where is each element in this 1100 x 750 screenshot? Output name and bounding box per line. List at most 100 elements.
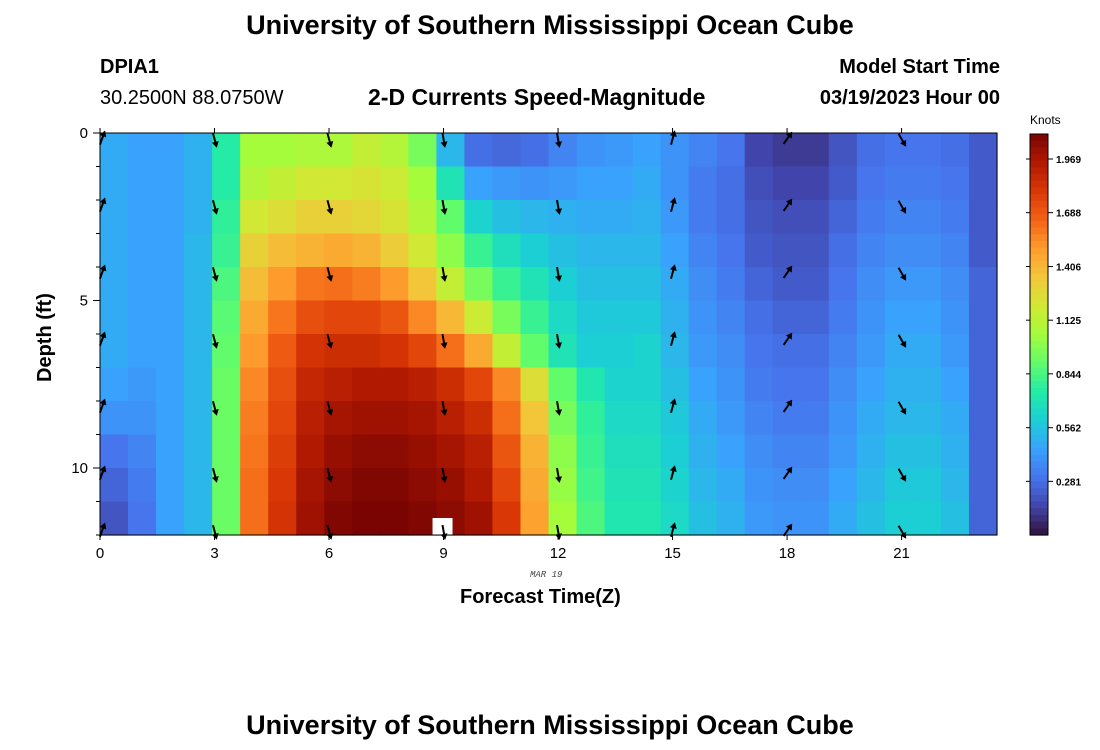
- heatmap-cell: [912, 133, 942, 168]
- heatmap-cell: [632, 367, 662, 402]
- heatmap-cell: [940, 434, 970, 469]
- heatmap-cell: [268, 267, 297, 302]
- y-tick-label: 0: [80, 125, 88, 142]
- x-tick-label: 6: [325, 545, 333, 562]
- vector-arrowhead: [785, 466, 793, 474]
- heatmap-cell: [660, 267, 690, 302]
- heatmap-cell: [688, 200, 718, 235]
- colorbar-segment: [1030, 134, 1048, 142]
- heatmap-cell: [856, 401, 886, 436]
- heatmap-cell: [968, 300, 998, 335]
- vector-arrowhead: [211, 533, 219, 540]
- colorbar-segment: [1030, 254, 1048, 262]
- heatmap-cell: [772, 300, 802, 335]
- heatmap-cell: [716, 300, 746, 335]
- heatmap-cell: [744, 133, 774, 168]
- vector-arrowhead: [669, 465, 677, 472]
- heatmap-cell: [968, 367, 998, 402]
- colorbar-segment: [1030, 394, 1048, 402]
- heatmap-cell: [296, 367, 325, 402]
- heatmap-cell: [212, 200, 241, 235]
- heatmap-cell: [940, 501, 970, 536]
- heatmap-cell: [240, 166, 269, 201]
- heatmap-cell: [436, 468, 466, 503]
- x-tick-label: 15: [664, 545, 681, 562]
- heatmap-cell: [576, 434, 606, 469]
- heatmap-cell: [660, 133, 690, 168]
- heatmap-cell: [464, 233, 494, 268]
- heatmap-cell: [660, 300, 690, 335]
- heatmap-cell: [492, 401, 522, 436]
- heatmap-cell: [800, 233, 830, 268]
- vector-arrowhead: [785, 523, 793, 531]
- heatmap-cell: [548, 434, 578, 469]
- heatmap-cell: [744, 434, 774, 469]
- colorbar-tick-label: 1.125: [1056, 316, 1081, 327]
- heatmap-cell: [632, 267, 662, 302]
- heatmap-cell: [912, 434, 942, 469]
- colorbar-tick-label: 0.281: [1056, 477, 1081, 488]
- heatmap-cell: [324, 434, 353, 469]
- heatmap-cell: [100, 367, 129, 402]
- heatmap-cell: [268, 367, 297, 402]
- heatmap-cell: [716, 468, 746, 503]
- heatmap-cell: [632, 133, 662, 168]
- heatmap-cell: [744, 166, 774, 201]
- colorbar-segment: [1030, 341, 1048, 349]
- heatmap-cell: [128, 367, 157, 402]
- heatmap-cell: [296, 334, 325, 369]
- heatmap-cell: [464, 200, 494, 235]
- heatmap-cell: [520, 334, 550, 369]
- vector-arrowhead: [440, 208, 448, 215]
- y-axis-title: Depth (ft): [34, 293, 56, 382]
- x-axis-title: Forecast Time(Z): [460, 586, 621, 608]
- heatmap-cell: [576, 200, 606, 235]
- heatmap-cell: [744, 233, 774, 268]
- heatmap-cell: [576, 468, 606, 503]
- heatmap-cell: [380, 233, 409, 268]
- heatmap-cell: [632, 233, 662, 268]
- heatmap-cell: [184, 200, 213, 235]
- heatmap-cell: [884, 334, 914, 369]
- heatmap-cell: [184, 367, 213, 402]
- vector-arrowhead: [669, 331, 677, 338]
- heatmap-cell: [940, 133, 970, 168]
- heatmap-cell: [716, 133, 746, 168]
- vector-arrowhead: [99, 522, 107, 530]
- station-name: DPIA1: [100, 56, 159, 78]
- heatmap-cell: [380, 501, 409, 536]
- heatmap-cell: [240, 200, 269, 235]
- heatmap-cell: [632, 200, 662, 235]
- heatmap-cell: [688, 468, 718, 503]
- heatmap-cell: [156, 468, 185, 503]
- heatmap-cell: [464, 166, 494, 201]
- heatmap-cell: [604, 267, 634, 302]
- heatmap-cell: [380, 300, 409, 335]
- heatmap-cell: [884, 166, 914, 201]
- heatmap-cell: [548, 401, 578, 436]
- heatmap-cell: [464, 468, 494, 503]
- heatmap-cell: [212, 267, 241, 302]
- vector-arrowhead: [440, 533, 448, 540]
- heatmap-cell: [604, 200, 634, 235]
- heatmap-cell: [940, 300, 970, 335]
- colorbar-segment: [1030, 247, 1048, 255]
- vector-arrowhead: [99, 331, 107, 339]
- heatmap-cell: [688, 267, 718, 302]
- heatmap-cell: [828, 200, 858, 235]
- heatmap-cell: [212, 233, 241, 268]
- heatmap-cell: [380, 468, 409, 503]
- heatmap-cell: [632, 401, 662, 436]
- colorbar-segment: [1030, 421, 1048, 429]
- heatmap-cell: [800, 468, 830, 503]
- heatmap-cell: [968, 334, 998, 369]
- heatmap-cell: [968, 166, 998, 201]
- heatmap-cell: [100, 300, 129, 335]
- heatmap-cell: [688, 401, 718, 436]
- heatmap-cell: [268, 200, 297, 235]
- heatmap-cell: [408, 501, 437, 536]
- heatmap-cell: [772, 166, 802, 201]
- heatmap-cell: [940, 468, 970, 503]
- heatmap-cell: [548, 468, 578, 503]
- heatmap-cell: [184, 133, 213, 168]
